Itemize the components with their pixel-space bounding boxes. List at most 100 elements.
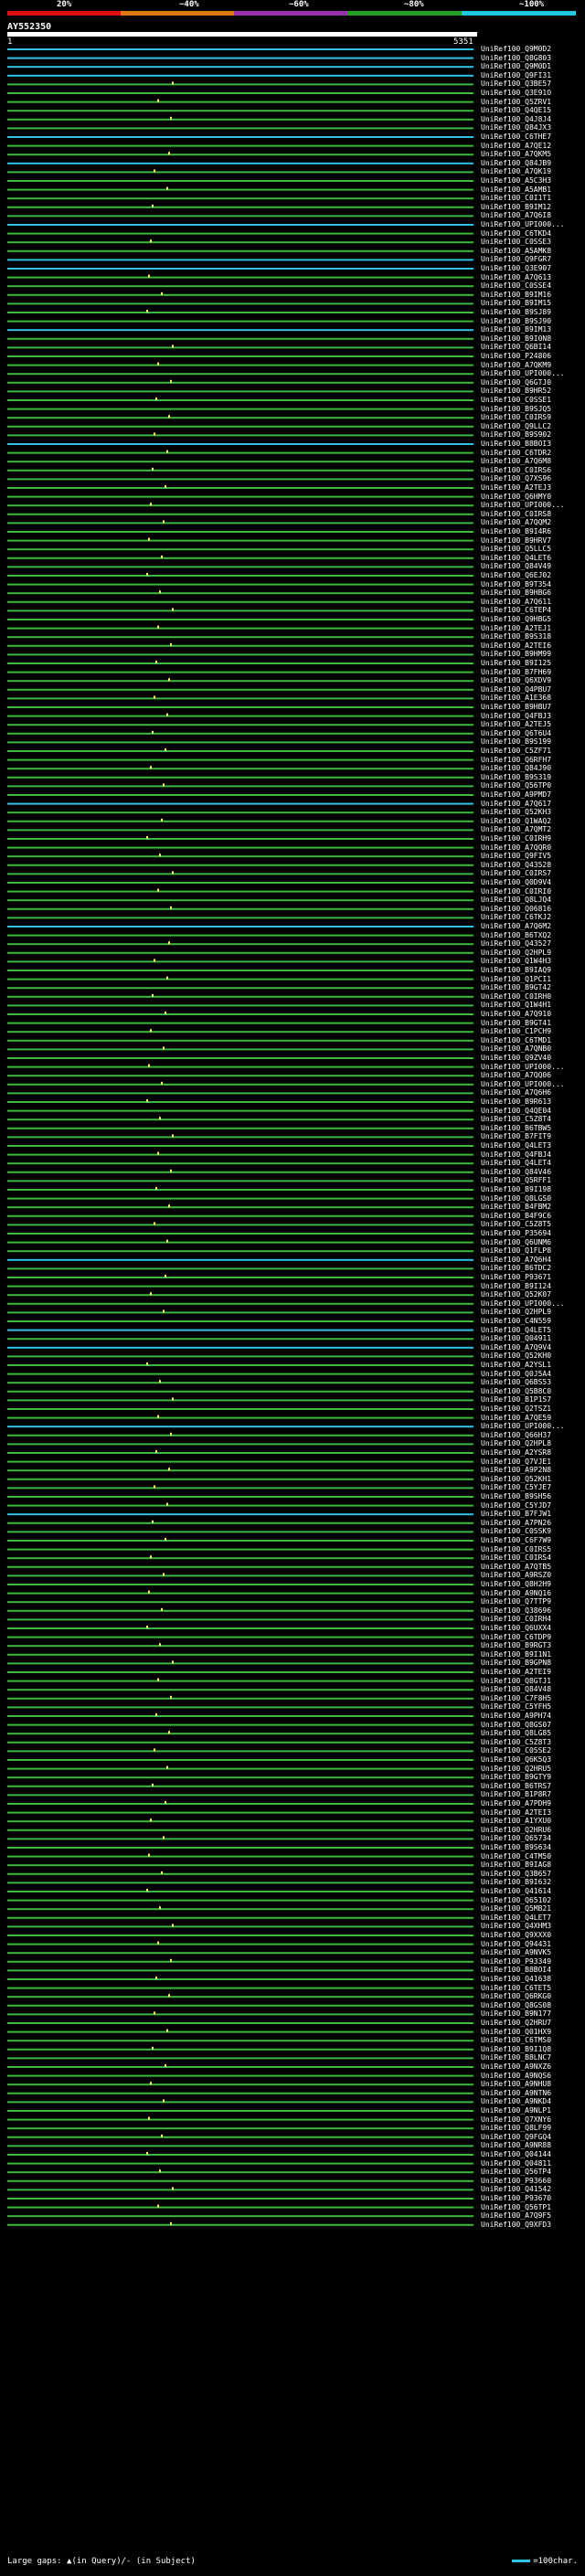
hit-bar[interactable]	[7, 364, 473, 366]
hit-label[interactable]: UniRef100_Q5ZRV1	[481, 97, 552, 106]
hit-bar[interactable]	[7, 873, 473, 875]
hit-bar[interactable]	[7, 2179, 473, 2182]
hit-bar[interactable]	[7, 1092, 473, 1095]
hit-bar[interactable]	[7, 1118, 473, 1121]
hit-bar[interactable]	[7, 1820, 473, 1823]
hit-label[interactable]: UniRef100_Q6XDV9	[481, 676, 552, 685]
hit-label[interactable]: UniRef100_UPI000...	[481, 1062, 565, 1071]
hit-label[interactable]: UniRef100_Q56TP4	[481, 2168, 552, 2177]
hit-bar[interactable]	[7, 2057, 473, 2060]
hit-bar[interactable]	[7, 820, 473, 822]
hit-label[interactable]: UniRef100_B9IAQ9	[481, 966, 552, 974]
hit-label[interactable]: UniRef100_B6TBW5	[481, 1123, 552, 1132]
hit-label[interactable]: UniRef100_Q7VJE1	[481, 1457, 552, 1466]
hit-label[interactable]: UniRef100_Q9HBG5	[481, 615, 552, 623]
hit-label[interactable]: UniRef100_C6TDP9	[481, 1632, 552, 1641]
hit-bar[interactable]	[7, 1540, 473, 1542]
hit-bar[interactable]	[7, 864, 473, 866]
hit-label[interactable]: UniRef100_A9PMD7	[481, 790, 552, 799]
hit-label[interactable]: UniRef100_Q6HMY0	[481, 492, 552, 501]
hit-bar[interactable]	[7, 1075, 473, 1077]
hit-label[interactable]: UniRef100_B9HM99	[481, 650, 552, 659]
hit-bar[interactable]	[7, 1382, 473, 1384]
hit-bar[interactable]	[7, 2215, 473, 2218]
hit-label[interactable]: UniRef100_C0SSK9	[481, 1527, 552, 1536]
hit-label[interactable]: UniRef100_Q04911	[481, 1334, 552, 1343]
hit-label[interactable]: UniRef100_Q2TSZ1	[481, 1405, 552, 1413]
hit-bar[interactable]	[7, 1733, 473, 1735]
hit-label[interactable]: UniRef100_B9I0N8	[481, 334, 552, 343]
hit-label[interactable]: UniRef100_A9NKD4	[481, 2097, 552, 2106]
hit-bar[interactable]	[7, 1285, 473, 1288]
hit-bar[interactable]	[7, 1872, 473, 1875]
hit-bar[interactable]	[7, 1233, 473, 1235]
hit-bar[interactable]	[7, 1601, 473, 1604]
hit-label[interactable]: UniRef100_B8LNC7	[481, 2053, 552, 2062]
hit-bar[interactable]	[7, 1048, 473, 1051]
hit-label[interactable]: UniRef100_C0IRH9	[481, 834, 552, 843]
hit-bar[interactable]	[7, 592, 473, 595]
hit-label[interactable]: UniRef100_C0IRI0	[481, 886, 552, 896]
hit-bar[interactable]	[7, 1935, 473, 1936]
hit-label[interactable]: UniRef100_A9NHU8	[481, 2080, 552, 2089]
hit-bar[interactable]	[7, 566, 473, 568]
hit-bar[interactable]	[7, 943, 473, 946]
hit-label[interactable]: UniRef100_Q7TTP9	[481, 1597, 552, 1606]
hit-label[interactable]: UniRef100_B9HR52	[481, 387, 552, 396]
hit-label[interactable]: UniRef100_B9GTY9	[481, 1773, 552, 1782]
hit-label[interactable]: UniRef100_Q4LET4	[481, 1159, 552, 1168]
hit-label[interactable]: UniRef100_Q94431	[481, 1939, 552, 1948]
hit-label[interactable]: UniRef100_Q84JB9	[481, 158, 552, 167]
hit-bar[interactable]	[7, 715, 473, 717]
hit-bar[interactable]	[7, 1206, 473, 1209]
hit-bar[interactable]	[7, 2189, 473, 2191]
hit-bar[interactable]	[7, 987, 473, 990]
hit-bar[interactable]	[7, 724, 473, 726]
hit-bar[interactable]	[7, 1214, 473, 1217]
hit-label[interactable]: UniRef100_P35694	[481, 1229, 552, 1237]
hit-bar[interactable]	[7, 268, 473, 270]
hit-label[interactable]: UniRef100_Q56TP0	[481, 781, 552, 790]
hit-bar[interactable]	[7, 1653, 473, 1656]
hit-label[interactable]: UniRef100_P93671	[481, 1273, 552, 1281]
hit-bar[interactable]	[7, 92, 473, 94]
hit-label[interactable]: UniRef100_Q5LLC5	[481, 545, 552, 554]
hit-bar[interactable]	[7, 259, 473, 261]
hit-label[interactable]: UniRef100_A7Q9F5	[481, 2211, 552, 2221]
hit-label[interactable]: UniRef100_A7PN26	[481, 1518, 552, 1527]
hit-label[interactable]: UniRef100_A9PH74	[481, 1712, 552, 1720]
hit-label[interactable]: UniRef100_UPI000...	[481, 501, 565, 510]
hit-bar[interactable]	[7, 1171, 473, 1173]
hit-bar[interactable]	[7, 1521, 473, 1524]
hit-label[interactable]: UniRef100_Q6BS53	[481, 1378, 552, 1387]
hit-bar[interactable]	[7, 1416, 473, 1419]
hit-label[interactable]: UniRef100_B9SJ90	[481, 316, 552, 325]
hit-bar[interactable]	[7, 785, 473, 788]
hit-label[interactable]: UniRef100_C5Z8T4	[481, 1115, 552, 1124]
hit-bar[interactable]	[7, 776, 473, 779]
hit-bar[interactable]	[7, 1320, 473, 1322]
hit-bar[interactable]	[7, 1136, 473, 1139]
hit-label[interactable]: UniRef100_B6TXQ2	[481, 930, 552, 939]
hit-bar[interactable]	[7, 1662, 473, 1665]
hit-label[interactable]: UniRef100_A5AMB1	[481, 185, 552, 194]
hit-label[interactable]: UniRef100_A9NTN6	[481, 2088, 552, 2097]
hit-bar[interactable]	[7, 2145, 473, 2147]
hit-label[interactable]: UniRef100_B9RGT3	[481, 1641, 552, 1650]
hit-label[interactable]: UniRef100_Q9FGR7	[481, 255, 552, 264]
hit-label[interactable]: UniRef100_C0I1T1	[481, 194, 552, 203]
hit-label[interactable]: UniRef100_Q2HPL9	[481, 948, 552, 957]
hit-label[interactable]: UniRef100_Q9M0D2	[481, 45, 552, 53]
hit-bar[interactable]	[7, 425, 473, 428]
hit-bar[interactable]	[7, 1531, 473, 1533]
hit-label[interactable]: UniRef100_Q6K5Q3	[481, 1755, 552, 1764]
hit-bar[interactable]	[7, 293, 473, 296]
hit-bar[interactable]	[7, 2040, 473, 2042]
hit-label[interactable]: UniRef100_C0SSE3	[481, 238, 552, 247]
hit-bar[interactable]	[7, 583, 473, 586]
hit-label[interactable]: UniRef100_B9I4R6	[481, 527, 552, 535]
hit-label[interactable]: UniRef100_B8BOI3	[481, 440, 552, 448]
hit-label[interactable]: UniRef100_B9IM12	[481, 202, 552, 211]
hit-bar[interactable]	[7, 1180, 473, 1182]
hit-bar[interactable]	[7, 57, 473, 59]
